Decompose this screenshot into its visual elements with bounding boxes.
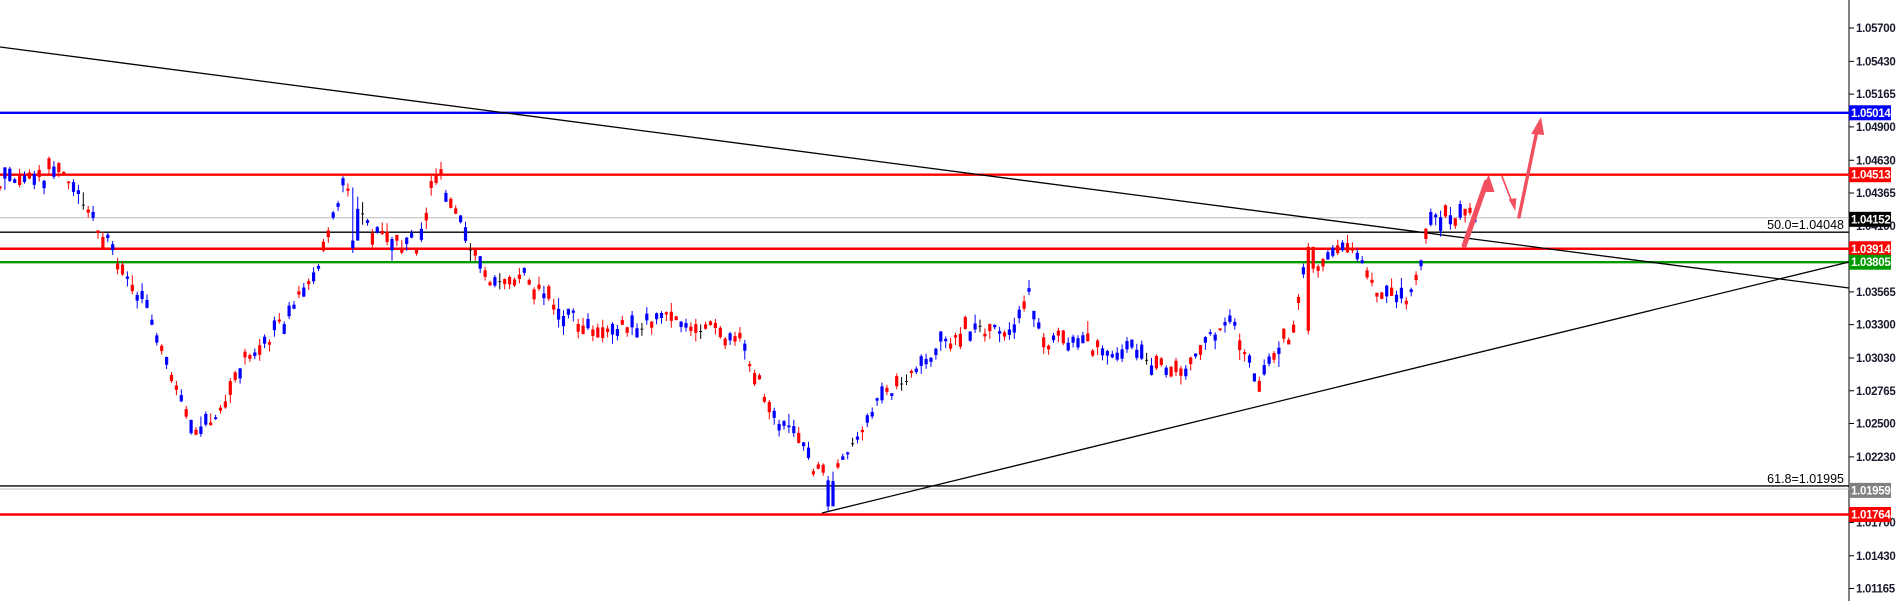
- svg-text:1.03030: 1.03030: [1856, 353, 1895, 365]
- svg-text:1.02765: 1.02765: [1856, 386, 1896, 398]
- svg-text:1.02500: 1.02500: [1856, 419, 1895, 431]
- svg-text:1.05014: 1.05014: [1851, 108, 1891, 120]
- svg-text:1.04630: 1.04630: [1856, 155, 1895, 167]
- svg-text:1.02230: 1.02230: [1856, 452, 1895, 464]
- svg-text:1.03805: 1.03805: [1851, 257, 1891, 269]
- svg-text:1.04152: 1.04152: [1851, 214, 1890, 226]
- svg-text:1.05165: 1.05165: [1856, 89, 1896, 101]
- svg-text:61.8=1.01995: 61.8=1.01995: [1767, 472, 1844, 486]
- svg-text:1.05700: 1.05700: [1856, 23, 1895, 35]
- svg-text:50.0=1.04048: 50.0=1.04048: [1767, 218, 1844, 232]
- svg-text:1.04900: 1.04900: [1856, 122, 1895, 134]
- svg-text:1.03565: 1.03565: [1856, 287, 1896, 299]
- svg-text:1.01430: 1.01430: [1856, 551, 1895, 563]
- svg-text:1.01764: 1.01764: [1851, 509, 1891, 521]
- svg-text:1.05430: 1.05430: [1856, 56, 1895, 68]
- svg-text:1.03914: 1.03914: [1851, 244, 1891, 256]
- svg-text:1.03300: 1.03300: [1856, 320, 1895, 332]
- svg-text:1.04513: 1.04513: [1851, 170, 1890, 182]
- svg-text:1.01165: 1.01165: [1856, 584, 1896, 596]
- svg-text:1.04365: 1.04365: [1856, 188, 1896, 200]
- svg-text:1.01959: 1.01959: [1851, 485, 1890, 497]
